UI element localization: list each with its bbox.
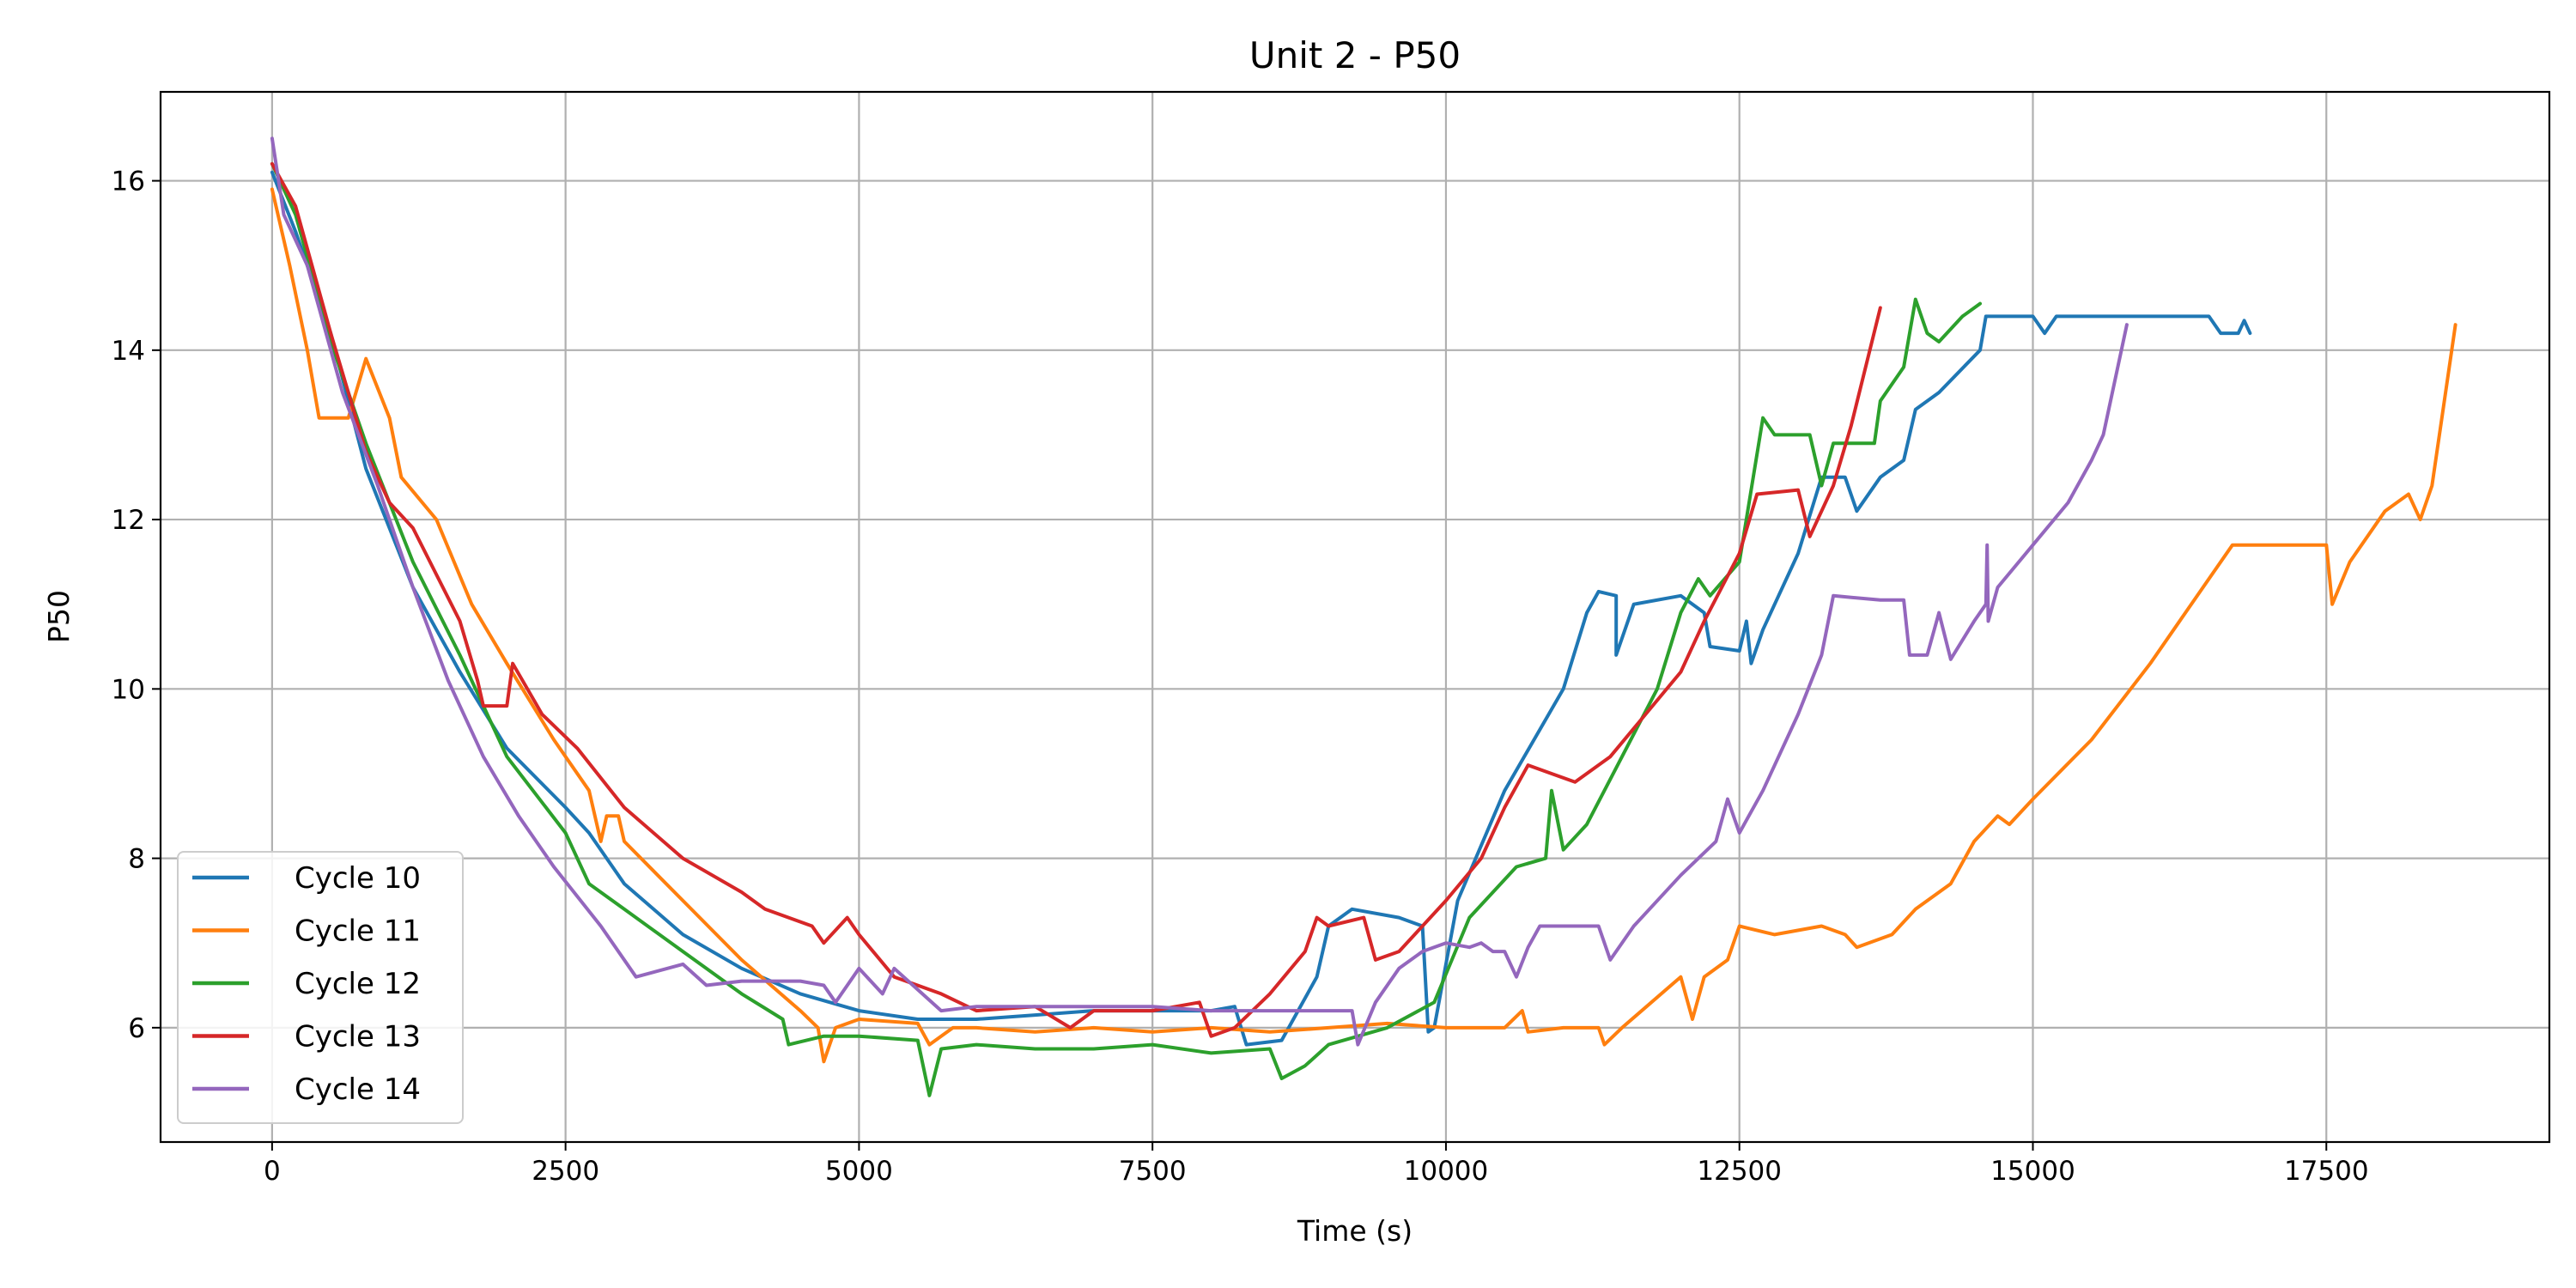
series-line-cycle-11 [270, 187, 2458, 1064]
x-tick-label: 7500 [1119, 1156, 1187, 1187]
y-tick-label: 16 [112, 167, 145, 197]
y-axis-ticks: 6 8 10 12 14 16 [112, 167, 161, 1044]
legend: Cycle 10 Cycle 11 Cycle 12 Cycle 13 Cycle 14 [177, 851, 464, 1124]
legend-box [177, 851, 464, 1124]
grid [161, 92, 2549, 1142]
x-tick-label: 5000 [825, 1156, 893, 1187]
y-tick-label: 14 [112, 336, 145, 367]
x-axis-ticks: 0 2500 5000 7500 10000 12500 15000 17500 [264, 1142, 2369, 1187]
y-tick-label: 8 [128, 844, 145, 875]
x-axis-label: Time (s) [1297, 1214, 1413, 1248]
x-tick-label: 17500 [2284, 1156, 2369, 1187]
legend-label: Cycle 14 [295, 1072, 421, 1107]
x-tick-label: 2500 [532, 1156, 599, 1187]
legend-label: Cycle 11 [295, 914, 421, 949]
legend-label: Cycle 13 [295, 1020, 421, 1054]
plot-area-frame [159, 90, 2551, 1144]
series-lines [270, 137, 2458, 1097]
y-tick-label: 12 [112, 505, 145, 536]
y-axis-label: P50 [42, 590, 76, 643]
x-tick-label: 15000 [1990, 1156, 2075, 1187]
series-line-cycle-12 [270, 161, 1982, 1097]
legend-label: Cycle 10 [295, 861, 421, 896]
y-tick-label: 6 [128, 1013, 145, 1044]
series-line-cycle-13 [270, 161, 1882, 1038]
series-line-cycle-14 [270, 137, 2129, 1047]
series-line-cycle-10 [270, 170, 2252, 1047]
legend-label: Cycle 12 [295, 967, 421, 1001]
x-tick-label: 10000 [1404, 1156, 1489, 1187]
chart-title: Unit 2 - P50 [1249, 34, 1461, 76]
x-tick-label: 0 [264, 1156, 281, 1187]
y-tick-label: 10 [112, 674, 145, 705]
x-tick-label: 12500 [1697, 1156, 1782, 1187]
